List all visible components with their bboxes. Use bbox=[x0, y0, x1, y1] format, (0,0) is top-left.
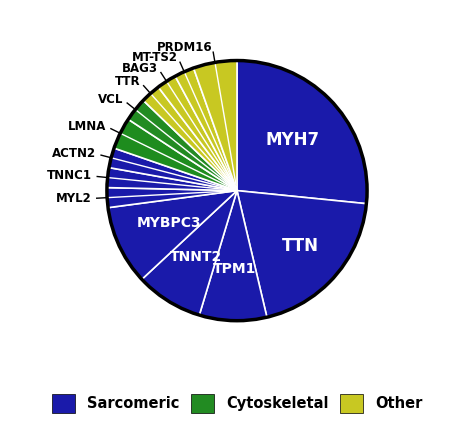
Text: TNNC1: TNNC1 bbox=[47, 170, 92, 182]
Wedge shape bbox=[175, 68, 237, 190]
Wedge shape bbox=[107, 167, 237, 190]
Wedge shape bbox=[107, 188, 237, 208]
Wedge shape bbox=[193, 60, 237, 190]
Wedge shape bbox=[109, 148, 237, 190]
Wedge shape bbox=[143, 87, 237, 190]
Text: VCL: VCL bbox=[98, 93, 123, 106]
Wedge shape bbox=[142, 190, 237, 315]
Text: TNNT2: TNNT2 bbox=[170, 250, 222, 264]
Text: PRDM16: PRDM16 bbox=[157, 40, 212, 54]
Wedge shape bbox=[114, 119, 237, 190]
Text: LMNA: LMNA bbox=[68, 120, 106, 133]
Legend: Sarcomeric, Cytoskeletal, Other: Sarcomeric, Cytoskeletal, Other bbox=[46, 388, 428, 419]
Wedge shape bbox=[199, 190, 267, 321]
Wedge shape bbox=[237, 60, 367, 204]
Text: MT-TS2: MT-TS2 bbox=[132, 51, 178, 64]
Text: BAG3: BAG3 bbox=[122, 62, 158, 75]
Text: TTR: TTR bbox=[115, 75, 140, 88]
Text: MYL2: MYL2 bbox=[56, 192, 91, 205]
Wedge shape bbox=[158, 76, 237, 190]
Text: TPM1: TPM1 bbox=[213, 262, 256, 276]
Text: TTN: TTN bbox=[282, 238, 319, 255]
Wedge shape bbox=[237, 190, 366, 317]
Wedge shape bbox=[108, 190, 237, 279]
Text: MYBPC3: MYBPC3 bbox=[137, 216, 201, 230]
Text: MYH7: MYH7 bbox=[266, 131, 320, 149]
Wedge shape bbox=[128, 100, 237, 190]
Text: ACTN2: ACTN2 bbox=[52, 147, 96, 160]
